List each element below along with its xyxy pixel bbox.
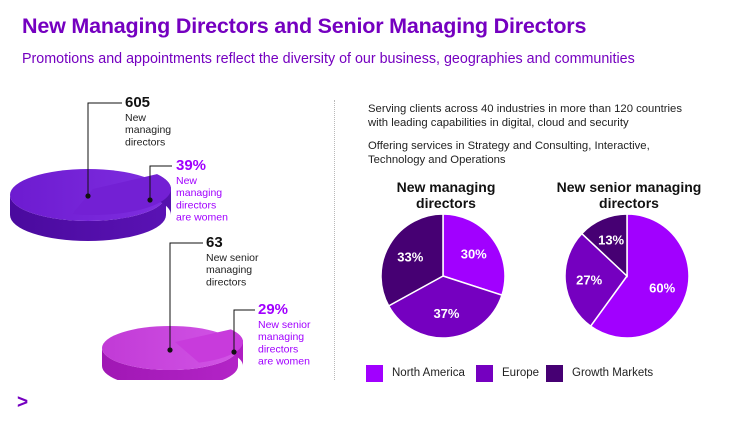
md-disc-side bbox=[10, 195, 166, 241]
smd-label-north-america: 60% bbox=[649, 280, 675, 295]
md-count-label-line: directors bbox=[125, 136, 165, 148]
smd-pie-title-line: directors bbox=[599, 195, 659, 211]
smd-women-label-line: are women bbox=[258, 356, 310, 368]
smd-count-label-line: New senior bbox=[206, 252, 259, 264]
smd-count-value: 63 bbox=[206, 234, 223, 251]
smd-disc bbox=[102, 326, 244, 380]
legend-item-north-america: North America bbox=[366, 364, 465, 382]
md-count-label-line: managing bbox=[125, 124, 171, 136]
md-pie-title-line: directors bbox=[416, 195, 476, 211]
smd-women-leader bbox=[233, 309, 255, 352]
legend-label-growth-markets: Growth Markets bbox=[572, 367, 654, 379]
legend-label-europe: Europe bbox=[502, 367, 540, 379]
legend-swatch-growth-markets bbox=[546, 364, 563, 382]
disc-infographic: 605Newmanagingdirectors39%Newmanagingdir… bbox=[10, 94, 311, 380]
smd-count-label-line: directors bbox=[206, 276, 246, 288]
smd-women-label-line: managing bbox=[258, 331, 304, 343]
md-label-north-america: 30% bbox=[461, 247, 487, 262]
smd-women-leader-dot bbox=[231, 349, 237, 355]
md-women-label-line: New bbox=[176, 175, 197, 187]
chart-legend: North America Europe Growth Markets bbox=[366, 364, 726, 384]
smd-slice-north-america bbox=[589, 213, 690, 339]
smd-women-value: 29% bbox=[258, 301, 288, 318]
legend-swatch-north-america bbox=[366, 364, 383, 382]
legend-item-growth-markets: Growth Markets bbox=[546, 364, 653, 382]
md-women-leader-dot bbox=[147, 197, 153, 203]
md-pie-title: New managing directors bbox=[366, 179, 526, 211]
md-count-label-line: New bbox=[125, 112, 146, 124]
legend-swatch-europe bbox=[476, 364, 493, 382]
info-industries: Serving clients across 40 industries in … bbox=[368, 102, 728, 130]
legend-item-europe: Europe bbox=[476, 364, 539, 382]
page-subtitle: Promotions and appointments reflect the … bbox=[22, 51, 635, 67]
md-count-leader-dot bbox=[85, 193, 91, 199]
md-women-leader bbox=[149, 165, 172, 200]
md-women-value: 39% bbox=[176, 157, 206, 174]
page-title: New Managing Directors and Senior Managi… bbox=[22, 14, 587, 38]
smd-count-leader-dot bbox=[167, 347, 173, 353]
legend-label-north-america: North America bbox=[392, 367, 465, 379]
md-pie-title-line: New managing bbox=[396, 179, 496, 195]
md-count-leader bbox=[87, 102, 122, 196]
md-slice-growth-markets bbox=[380, 213, 444, 307]
smd-label-europe: 27% bbox=[576, 273, 602, 288]
md-women-label-line: managing bbox=[176, 187, 222, 199]
md-women-label-line: are women bbox=[176, 212, 228, 224]
brand-logo-icon: > bbox=[17, 392, 29, 413]
md-count-value: 605 bbox=[125, 94, 150, 111]
md-label-europe: 37% bbox=[433, 306, 459, 321]
region-pie-charts: 30% 37% 33% 60% 27% 13% bbox=[380, 213, 690, 339]
info-industries-line: Serving clients across 40 industries in … bbox=[368, 103, 682, 115]
smd-count-leader bbox=[169, 242, 203, 350]
smd-count-label-line: managing bbox=[206, 264, 252, 276]
smd-pie: 60% 27% 13% bbox=[564, 213, 690, 339]
smd-women-label-line: New senior bbox=[258, 319, 311, 331]
smd-women-label-line: directors bbox=[258, 343, 298, 355]
smd-pie-title-line: New senior managing bbox=[556, 179, 702, 195]
smd-disc-side bbox=[102, 348, 238, 380]
info-services: Offering services in Strategy and Consul… bbox=[368, 139, 728, 167]
smd-pie-title: New senior managing directors bbox=[542, 179, 716, 211]
info-services-line: Offering services in Strategy and Consul… bbox=[368, 140, 650, 152]
md-women-wedge bbox=[72, 174, 172, 216]
smd-slice-europe bbox=[564, 232, 628, 328]
md-slice-north-america bbox=[442, 213, 506, 297]
md-women-label-line: directors bbox=[176, 199, 216, 211]
info-services-line: Technology and Operations bbox=[368, 154, 506, 166]
smd-label-growth-markets: 13% bbox=[598, 232, 624, 247]
md-slice-europe bbox=[387, 275, 503, 339]
section-divider bbox=[334, 100, 335, 380]
md-pie: 30% 37% 33% bbox=[380, 213, 506, 339]
md-label-growth-markets: 33% bbox=[397, 250, 423, 265]
smd-slice-growth-markets bbox=[580, 213, 628, 278]
info-industries-line: with leading capabilities in digital, cl… bbox=[368, 117, 629, 129]
md-disc bbox=[10, 169, 172, 241]
